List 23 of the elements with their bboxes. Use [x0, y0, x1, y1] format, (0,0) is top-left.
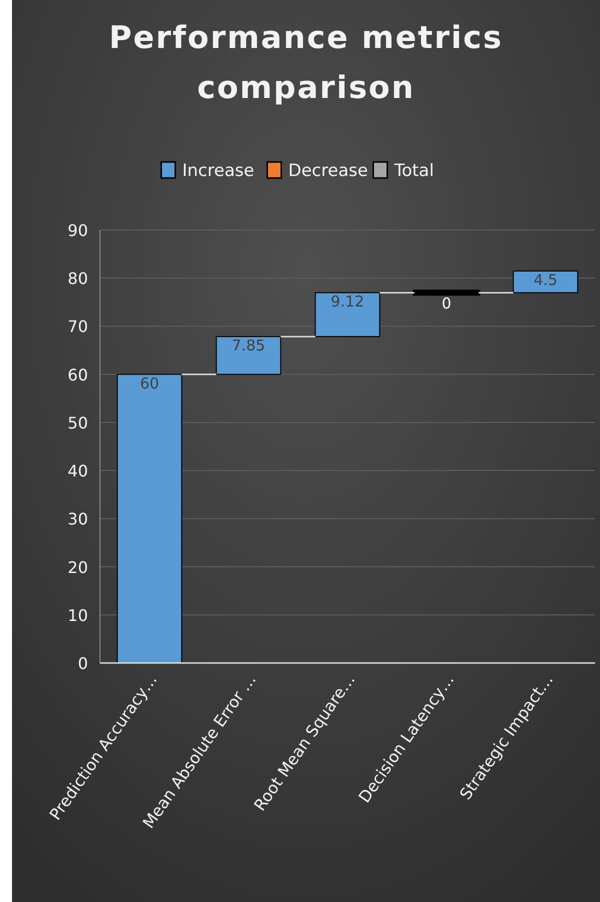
- y-tick-label: 10: [68, 606, 88, 625]
- y-tick-label: 20: [68, 558, 88, 577]
- data-label: 9.12: [330, 292, 364, 311]
- legend-label: Increase: [182, 161, 254, 181]
- legend-label: Decrease: [288, 161, 368, 181]
- bar: [314, 292, 380, 338]
- y-tick-label: 0: [78, 654, 88, 673]
- y-tick-label: 90: [68, 221, 88, 240]
- data-label: 7.85: [232, 336, 266, 355]
- y-tick-label: 50: [68, 413, 88, 432]
- data-label: 60: [140, 374, 160, 392]
- data-label: 0: [442, 294, 452, 313]
- chart-title: Performance metrics comparison: [109, 20, 503, 106]
- y-tick-label: 60: [68, 365, 88, 384]
- data-label: 4.5: [534, 271, 558, 290]
- legend-label: Total: [393, 161, 434, 181]
- y-tick-label: 30: [68, 510, 88, 529]
- y-tick-label: 70: [68, 317, 88, 336]
- y-tick-label: 40: [68, 462, 88, 481]
- bar: [512, 270, 578, 294]
- bar: [216, 336, 282, 375]
- bar: [116, 374, 182, 664]
- y-tick-label: 80: [68, 269, 88, 288]
